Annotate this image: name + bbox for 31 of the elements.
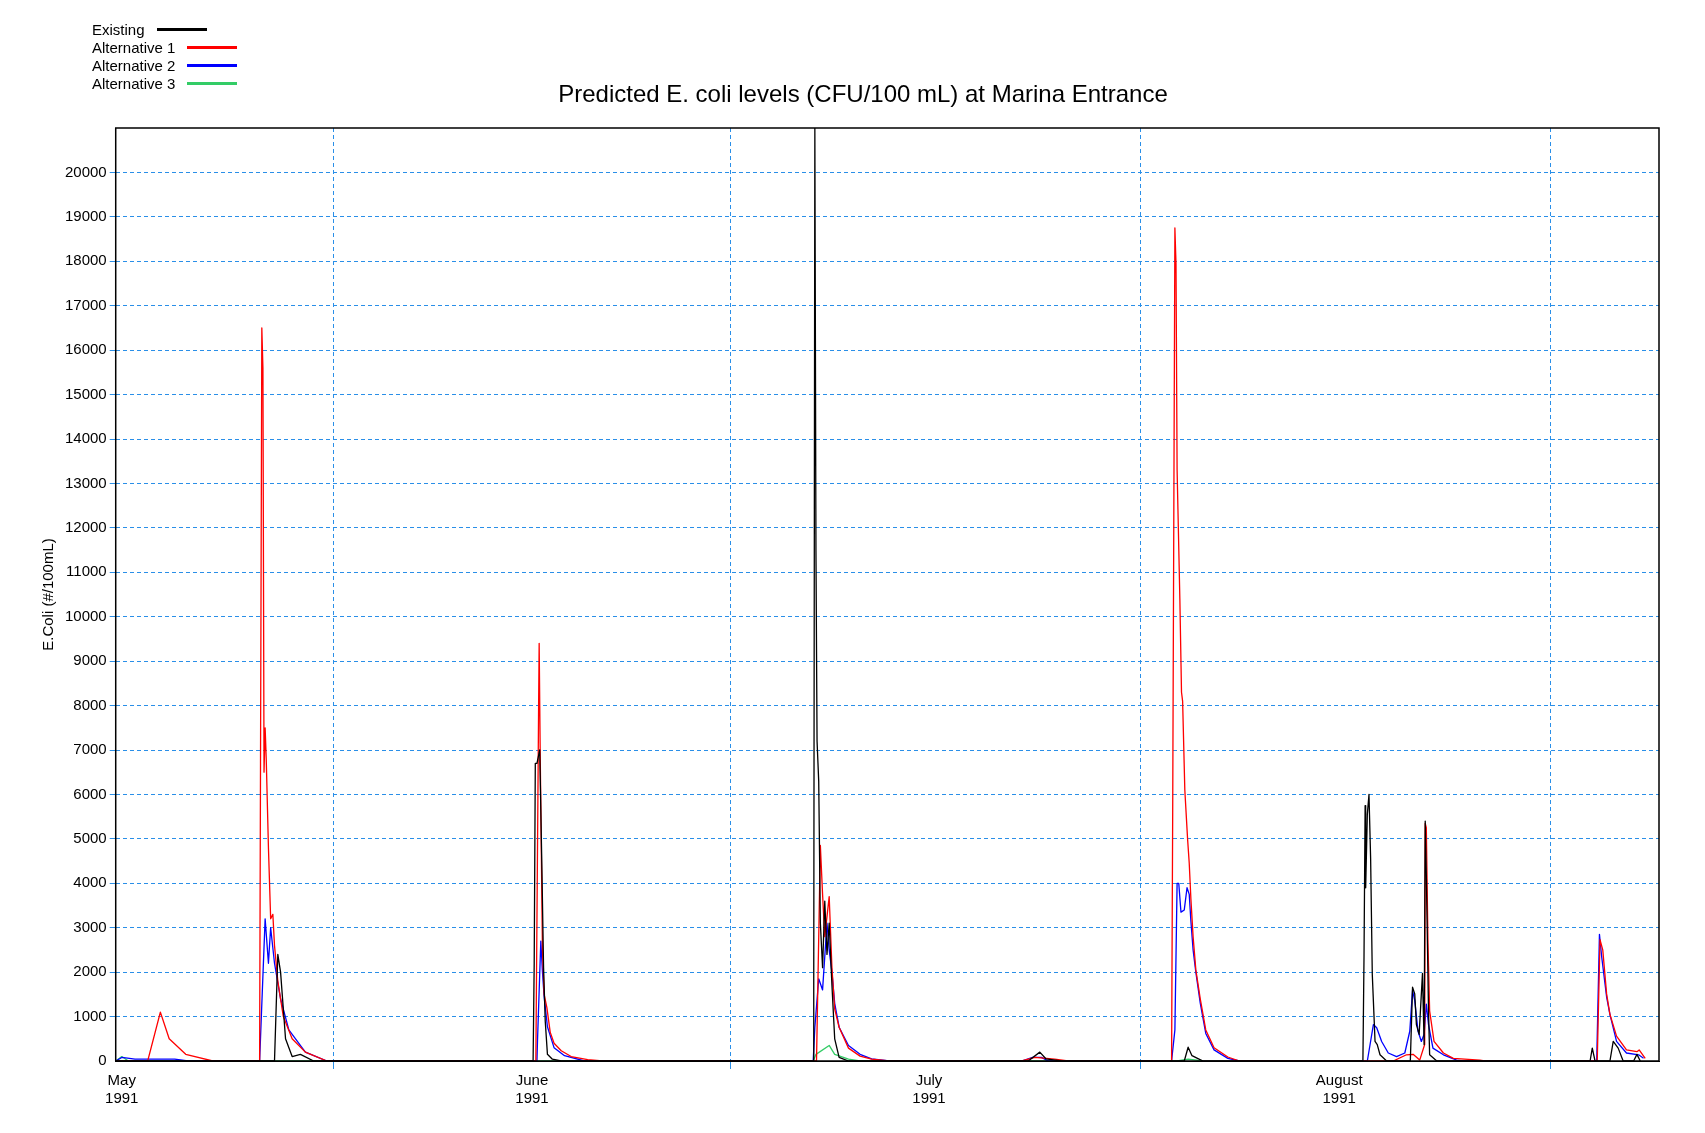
y-tick-label: 13000 xyxy=(64,473,107,491)
y-tick-label: 3000 xyxy=(73,917,107,935)
y-tick-label: 11000 xyxy=(66,562,107,580)
y-tick-label: 20000 xyxy=(64,162,107,180)
x-tick-label: July 1991 xyxy=(912,1071,946,1107)
x-tick-label: August 1991 xyxy=(1315,1071,1364,1107)
legend-label: Alternative 3 xyxy=(92,74,176,92)
y-tick-label: 6000 xyxy=(73,784,107,802)
legend-label: Existing xyxy=(92,20,145,38)
legend-label: Alternative 1 xyxy=(92,38,176,56)
y-tick-label: 2000 xyxy=(73,962,107,980)
y-tick-label: 8000 xyxy=(73,695,107,713)
y-axis-title: E.Coli (#/100mL) xyxy=(39,538,57,651)
legend-label: Alternative 2 xyxy=(92,56,176,74)
y-tick-label: 14000 xyxy=(64,429,107,447)
y-tick-label: 18000 xyxy=(64,251,107,269)
y-tick-label: 17000 xyxy=(64,295,107,313)
y-tick-label: 15000 xyxy=(64,384,107,402)
y-tick-label: 0 xyxy=(98,1051,107,1069)
y-tick-label: 19000 xyxy=(64,207,107,224)
y-tick-label: 1000 xyxy=(73,1006,107,1024)
x-tick-label: May 1991 xyxy=(105,1071,139,1107)
y-tick-label: 4000 xyxy=(73,873,107,891)
y-tick-label: 12000 xyxy=(64,518,107,535)
y-tick-label: 10000 xyxy=(64,606,107,624)
chart-title: Predicted E. coli levels (CFU/100 mL) at Marina Entrance xyxy=(558,80,1168,107)
y-tick-label: 7000 xyxy=(73,740,107,758)
y-tick-label: 16000 xyxy=(64,340,107,358)
x-tick-label: June 1991 xyxy=(515,1071,549,1107)
y-tick-label: 9000 xyxy=(73,651,107,669)
y-tick-label: 5000 xyxy=(73,829,107,846)
